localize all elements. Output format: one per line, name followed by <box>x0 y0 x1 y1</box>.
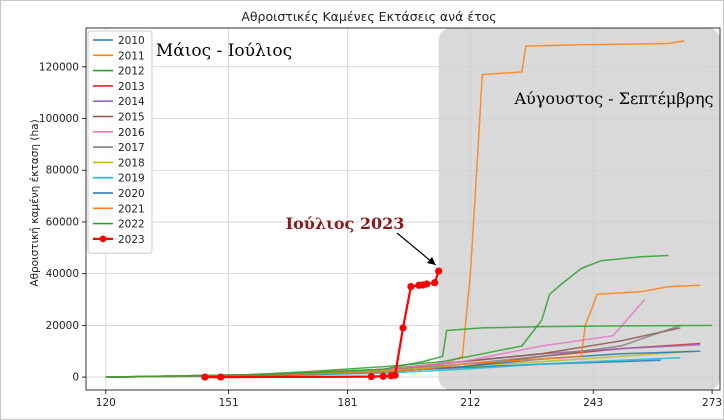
legend-marker-2023 <box>99 235 107 243</box>
x-tick-label: 181 <box>338 397 358 409</box>
legend-label-2021: 2021 <box>118 203 145 215</box>
annotation-arrowhead <box>426 256 436 266</box>
series-group <box>105 40 713 381</box>
series-line-2021 <box>105 284 701 378</box>
y-tick-label: 60000 <box>46 216 79 228</box>
y-tick-label: 100000 <box>39 113 79 125</box>
series-point-2023 <box>379 372 387 380</box>
series-point-2023 <box>391 371 399 379</box>
y-tick-label: 0 <box>72 372 79 384</box>
legend-label-2018: 2018 <box>118 157 145 169</box>
legend-label-2011: 2011 <box>118 50 145 62</box>
legend-label-2010: 2010 <box>118 35 145 47</box>
series-point-2023 <box>399 324 407 332</box>
annotation-may-july: Μάιος - Ιούλιος <box>156 41 292 61</box>
legend: 2010 2011 2012 2013 2014 2015 2016 2017 2018 2019… <box>87 30 153 254</box>
series-point-2023 <box>407 282 415 291</box>
y-tick-label: 20000 <box>46 320 79 332</box>
grid <box>86 28 720 390</box>
legend-label-2015: 2015 <box>118 112 145 124</box>
legend-label-2023: 2023 <box>118 234 145 246</box>
annotation-july-2023: Ιούλιος 2023 <box>286 214 405 233</box>
annotation-arrow <box>396 232 437 266</box>
tick-labels: 120 151 181 212 243 273 0 20000 40000 60000 80000 1… <box>39 61 722 409</box>
x-tick-label: 243 <box>583 397 603 409</box>
legend-label-2020: 2020 <box>118 188 145 200</box>
legend-label-2014: 2014 <box>118 96 145 108</box>
annotation-august-september: Αύγουστος - Σεπτέμβρης <box>513 89 713 108</box>
y-tick-label: 40000 <box>46 268 79 280</box>
y-tick-label: 80000 <box>46 165 79 177</box>
x-tick-label: 273 <box>702 397 722 409</box>
series-line-2012 <box>105 254 669 378</box>
series-point-2023 <box>217 373 225 381</box>
legend-label-2017: 2017 <box>118 142 145 154</box>
x-tick-label: 212 <box>460 397 480 409</box>
series-point-2023 <box>201 373 209 381</box>
legend-label-2016: 2016 <box>118 127 145 139</box>
y-tick-label: 120000 <box>39 61 79 73</box>
series-point-2023 <box>367 372 375 381</box>
chart-title: Αθροιστικές Καμένες Εκτάσεις ανά έτος <box>241 9 496 24</box>
y-axis-label: Αθροιστική καμένη έκταση (ha) <box>29 119 41 286</box>
series-point-2023 <box>423 280 431 288</box>
x-tick-label: 120 <box>96 397 116 409</box>
legend-label-2022: 2022 <box>118 219 145 231</box>
legend-label-2019: 2019 <box>118 173 145 185</box>
series-point-2023 <box>431 279 439 287</box>
series-line-2022 <box>105 324 713 378</box>
legend-label-2013: 2013 <box>118 81 145 93</box>
x-tick-label: 151 <box>219 397 239 409</box>
august-september-region <box>438 28 720 390</box>
axes-box <box>85 27 721 391</box>
legend-label-2012: 2012 <box>118 66 145 78</box>
series-point-2023 <box>435 267 443 275</box>
